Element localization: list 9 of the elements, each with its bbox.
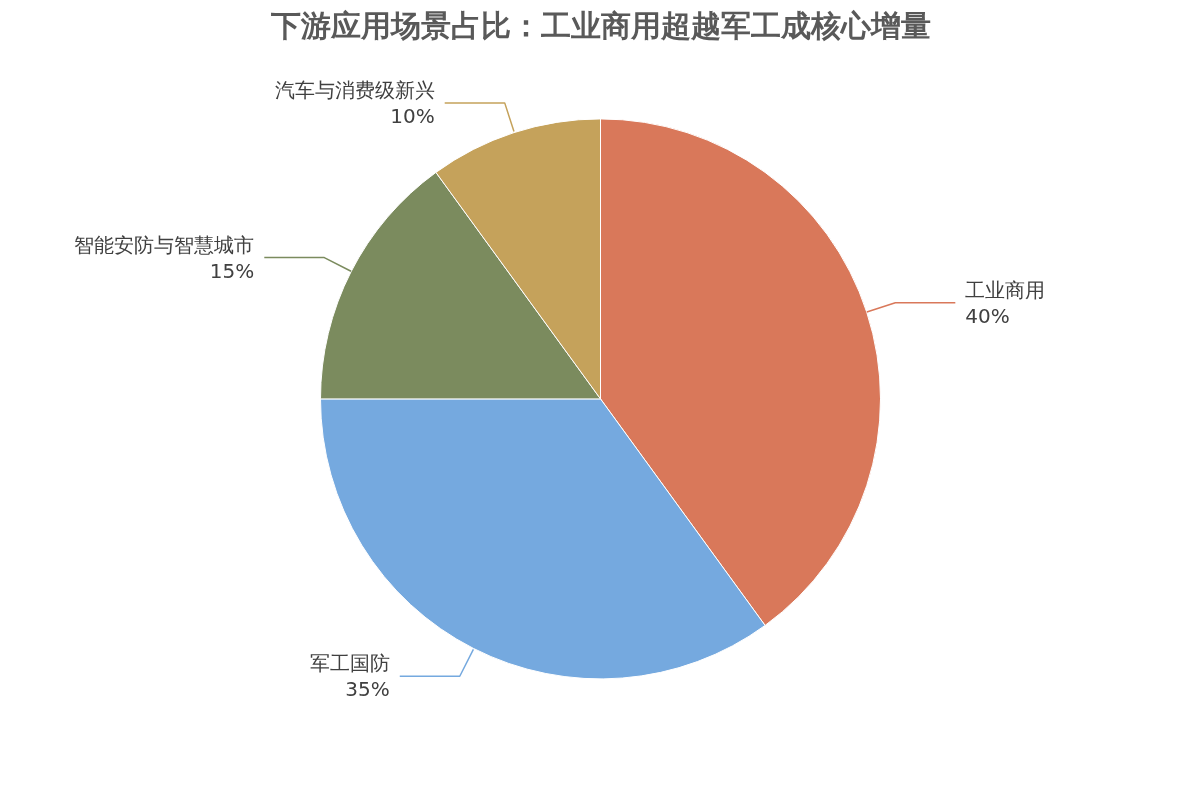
chart-title: 下游应用场景占比：工业商用超越军工成核心增量 bbox=[269, 7, 931, 43]
slice-label: 军工国防 bbox=[309, 651, 390, 676]
slice-label: 工业商用 bbox=[965, 277, 1046, 302]
data-label: 15% bbox=[209, 258, 255, 283]
slice-label: 汽车与消费级新兴 bbox=[274, 77, 435, 102]
data-label: 10% bbox=[390, 103, 435, 128]
data-label: 40% bbox=[965, 303, 1010, 328]
data-label: 35% bbox=[345, 677, 390, 702]
slice-label: 智能安防与智慧城市 bbox=[74, 232, 255, 257]
